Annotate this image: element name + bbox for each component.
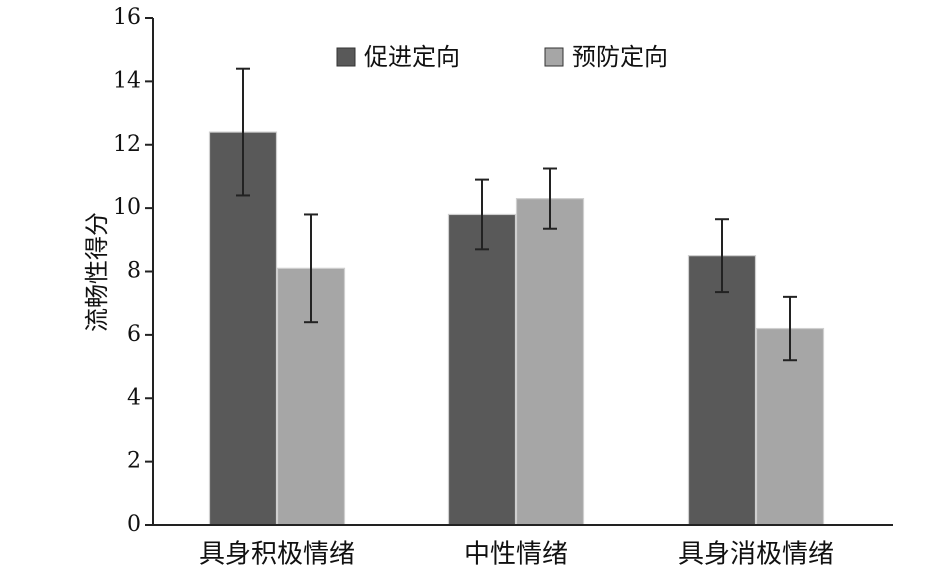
y-tick-label: 4	[127, 385, 141, 410]
legend-label: 预防定向	[572, 43, 668, 71]
y-axis-title: 流畅性得分	[83, 212, 111, 332]
x-category-label: 中性情绪	[464, 540, 568, 570]
y-tick-label: 8	[127, 259, 141, 284]
y-tick-label: 16	[113, 5, 141, 30]
bar	[515, 198, 585, 526]
legend: 促进定向 预防定向	[336, 43, 668, 71]
bars-layer	[208, 131, 825, 526]
y-tick-label: 2	[127, 449, 141, 474]
y-tick-label: 6	[127, 322, 141, 347]
bar	[447, 213, 517, 526]
y-tick-label: 10	[113, 195, 141, 220]
y-tick-label: 0	[127, 512, 141, 537]
y-tick-label: 12	[113, 132, 141, 157]
x-labels-layer: 具身积极情绪 中性情绪 具身消极情绪	[199, 540, 834, 570]
y-tick-label: 14	[113, 68, 141, 93]
x-category-label: 具身消极情绪	[678, 540, 834, 570]
legend-swatch	[336, 47, 356, 67]
bar	[687, 255, 757, 526]
bar	[208, 131, 278, 526]
legend-swatch	[544, 47, 564, 67]
x-category-label: 具身积极情绪	[199, 540, 355, 570]
legend-label: 促进定向	[364, 43, 460, 71]
error-bars-layer	[236, 67, 797, 362]
y-ticks-layer: 0 2 4 6 8 10 12 14 16	[113, 5, 153, 537]
